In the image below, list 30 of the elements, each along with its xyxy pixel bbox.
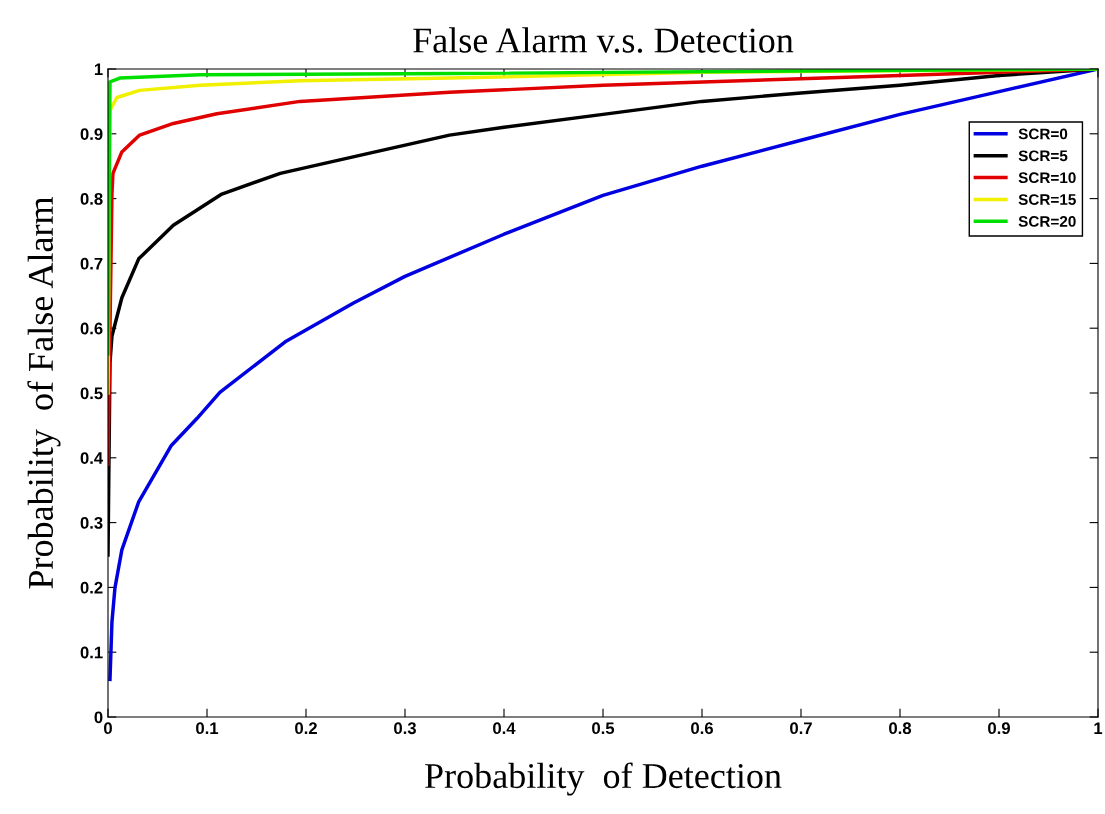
legend-label: SCR=0 <box>1018 128 1068 140</box>
legend-label: SCR=10 <box>1018 172 1076 184</box>
y-tick-label: 0.5 <box>80 387 103 400</box>
y-tick-label: 0.8 <box>80 193 103 205</box>
y-axis-title: Probability of False Alarm <box>27 196 61 589</box>
y-tick-label: 0.9 <box>80 128 103 140</box>
legend-label: SCR=5 <box>1018 150 1068 162</box>
y-tick-label: 1 <box>94 63 103 76</box>
legend-label: SCR=20 <box>1018 216 1076 227</box>
x-tick-label: 0.2 <box>295 722 317 735</box>
y-tick-label: 0.1 <box>80 646 103 659</box>
x-axis-title: Probability of Detection <box>425 762 782 796</box>
y-tick-label: 0.4 <box>80 452 104 464</box>
y-tick-label: 0 <box>94 711 103 724</box>
y-tick-label: 0.2 <box>80 581 103 594</box>
x-tick-label: 0.3 <box>394 722 416 735</box>
x-tick-label: 0.6 <box>691 722 713 735</box>
x-tick-label: 0.4 <box>493 722 516 735</box>
legend-label: SCR=15 <box>1018 194 1076 205</box>
x-tick-label: 0.9 <box>988 722 1010 735</box>
x-tick-label: 0.7 <box>790 722 812 735</box>
y-tick-label: 0.3 <box>80 517 103 529</box>
y-tick-label: 0.7 <box>80 257 103 270</box>
y-tick-label: 0.6 <box>80 322 103 335</box>
x-tick-label: 0.8 <box>889 722 912 735</box>
x-tick-label: 0.1 <box>196 722 219 735</box>
x-tick-label: 1 <box>1094 722 1103 734</box>
x-tick-label: 0 <box>104 722 112 735</box>
chart-title: False Alarm v.s. Detection <box>413 27 794 53</box>
x-tick-label: 0.5 <box>592 722 615 735</box>
